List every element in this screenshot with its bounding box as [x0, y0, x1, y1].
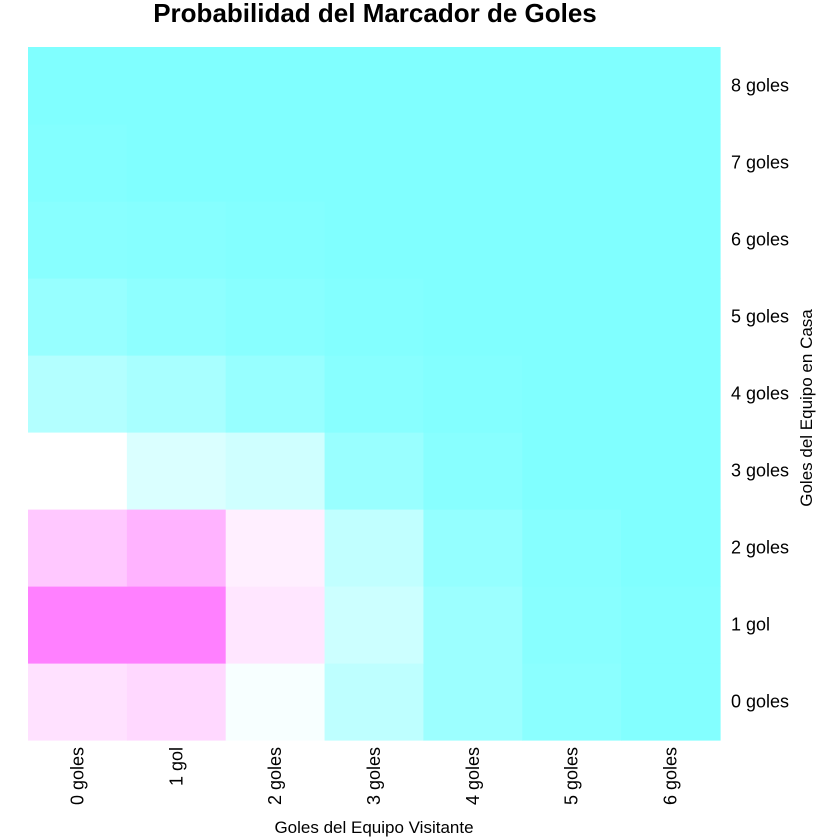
x-tick-label: 4 goles: [463, 747, 483, 805]
heatmap-cell: [324, 509, 425, 587]
heatmap-cell: [225, 355, 326, 433]
heatmap-cell: [522, 201, 622, 279]
heatmap-cell: [621, 201, 721, 279]
heatmap-cell: [423, 201, 523, 279]
heatmap-cell: [522, 124, 622, 202]
heatmap-cell: [28, 509, 128, 587]
heatmap-cell: [225, 509, 326, 587]
y-tick-label: 6 goles: [731, 230, 789, 250]
heatmap-cell: [522, 355, 622, 433]
heatmap-cell: [225, 586, 326, 664]
y-tick-label: 2 goles: [731, 538, 789, 558]
heatmap-cell: [621, 509, 721, 587]
x-axis-label: Goles del Equipo Visitante: [274, 818, 473, 837]
y-tick-label: 3 goles: [731, 461, 789, 481]
heatmap-cell: [225, 278, 326, 356]
heatmap-cell: [621, 47, 721, 125]
heatmap-cell: [423, 355, 523, 433]
heatmap-cell: [621, 663, 721, 741]
heatmap-cell: [225, 663, 326, 741]
heatmap-cell: [28, 47, 128, 125]
heatmap-cell: [324, 663, 425, 741]
heatmap-cell: [621, 586, 721, 664]
x-tick-label: 2 goles: [265, 747, 285, 805]
heatmap-cell: [126, 663, 227, 741]
heatmap-cell: [522, 278, 622, 356]
x-tick-label: 5 goles: [562, 747, 582, 805]
heatmap-cell: [324, 586, 425, 664]
y-axis-label: Goles del Equipo en Casa: [797, 309, 816, 507]
heatmap-cell: [423, 432, 523, 510]
heatmap-cell: [28, 124, 128, 202]
heatmap-cell: [621, 355, 721, 433]
x-tick-label: 6 goles: [661, 747, 681, 805]
heatmap-cell: [522, 586, 622, 664]
y-tick-label: 0 goles: [731, 692, 789, 712]
heatmap-cell: [522, 663, 622, 741]
heatmap-cell: [522, 509, 622, 587]
x-tick-label: 1 gol: [166, 747, 186, 786]
heatmap-cell: [225, 201, 326, 279]
heatmap-cell: [225, 432, 326, 510]
heatmap-cell: [126, 278, 227, 356]
heatmap-cell: [423, 509, 523, 587]
heatmap-cell: [126, 47, 227, 125]
heatmap-cell: [621, 432, 721, 510]
heatmap-cell: [28, 355, 128, 433]
heatmap-cell: [28, 586, 128, 664]
y-tick-label: 1 gol: [731, 615, 770, 635]
y-tick-labels: 0 goles 1 gol 2 goles 3 goles 4 goles 5 goles…: [731, 76, 789, 712]
heatmap-cell: [28, 663, 128, 741]
heatmap-cell: [126, 509, 227, 587]
heatmap-cell: [324, 432, 425, 510]
heatmap-cell: [324, 47, 425, 125]
heatmap-cell: [126, 586, 227, 664]
heatmap-cell: [423, 124, 523, 202]
heatmap-cell: [225, 47, 326, 125]
y-tick-label: 8 goles: [731, 76, 789, 96]
heatmap-cell: [621, 124, 721, 202]
y-tick-label: 7 goles: [731, 153, 789, 173]
heatmap-cell: [324, 355, 425, 433]
heatmap-cell: [126, 201, 227, 279]
heatmap-cell: [324, 278, 425, 356]
heatmap-cell: [225, 124, 326, 202]
heatmap-cell: [423, 663, 523, 741]
heatmap-cell: [28, 278, 128, 356]
heatmap-cell: [126, 124, 227, 202]
heatmap-cell: [621, 278, 721, 356]
heatmap-cell: [423, 278, 523, 356]
heatmap-cell: [423, 47, 523, 125]
heatmap-cell: [423, 586, 523, 664]
y-tick-label: 4 goles: [731, 384, 789, 404]
heatmap-cell: [324, 201, 425, 279]
heatmap-cell: [28, 432, 128, 510]
chart-title: Probabilidad del Marcador de Goles: [153, 0, 597, 28]
heatmap-cell: [522, 432, 622, 510]
heatmap-cell: [126, 432, 227, 510]
heatmap-cell: [324, 124, 425, 202]
heatmap-cell: [28, 201, 128, 279]
heatmap-cell: [522, 47, 622, 125]
heatmap-cell: [126, 355, 227, 433]
heatmap-cells: [28, 47, 721, 741]
x-tick-labels: 0 goles 1 gol 2 goles 3 goles 4 goles 5 goles…: [67, 747, 680, 805]
y-tick-label: 5 goles: [731, 307, 789, 327]
x-tick-label: 3 goles: [364, 747, 384, 805]
x-tick-label: 0 goles: [67, 747, 87, 805]
